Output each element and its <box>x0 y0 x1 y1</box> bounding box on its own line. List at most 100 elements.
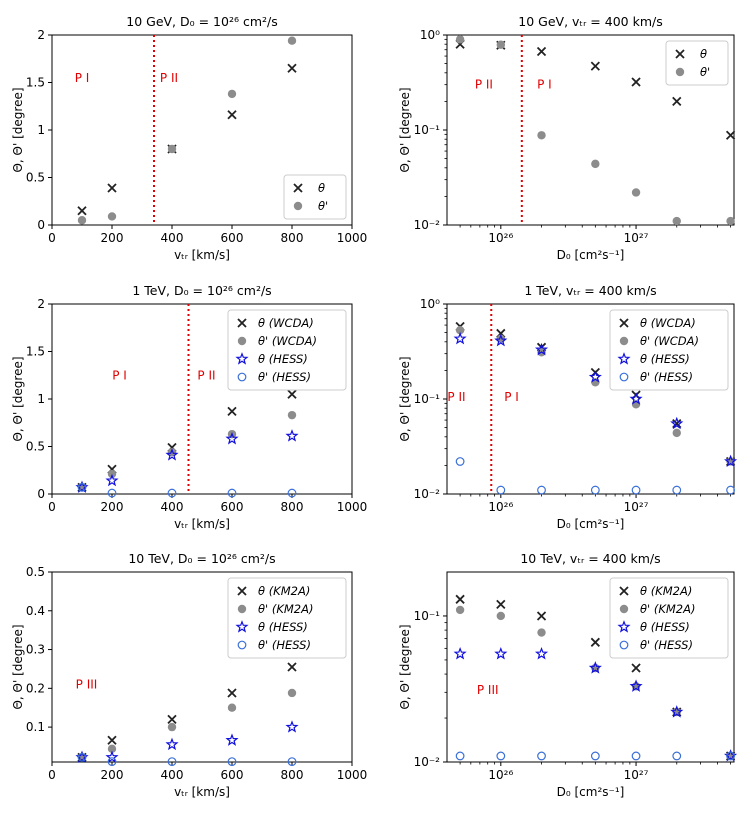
data-point <box>670 705 684 718</box>
data-point <box>496 611 506 621</box>
region-label: P II <box>197 368 215 382</box>
x-tick-label: 10²⁶ <box>488 768 513 782</box>
data-point <box>287 662 297 672</box>
y-axis-label: Θ, Θ' [degree] <box>11 356 25 441</box>
legend-marker <box>237 318 247 328</box>
x-tick-label: 600 <box>221 500 244 514</box>
data-point <box>167 714 177 724</box>
series-dot <box>455 35 735 226</box>
legend-entry: θ' (WCDA) <box>258 334 317 348</box>
legend-entry: θ (KM2A) <box>640 584 692 598</box>
data-point <box>672 216 681 226</box>
data-point <box>590 751 600 761</box>
data-point <box>167 722 177 732</box>
data-point <box>453 331 467 345</box>
data-point <box>496 751 506 761</box>
panel-4: 10²⁶ 10²⁷ 10⁻² 10⁻¹ 10⁰ 1 TeV, vₜᵣ = 400 km/s… <box>398 283 738 531</box>
data-point <box>455 325 465 335</box>
y-tick-label: 0.2 <box>26 681 45 695</box>
legend-marker <box>293 183 303 193</box>
x-tick-label: 1000 <box>337 231 368 245</box>
x-tick-label: 400 <box>161 500 184 514</box>
panel-title: 1 TeV, vₜᵣ = 400 km/s <box>524 283 656 298</box>
legend-marker <box>235 620 249 633</box>
region-label: P III <box>477 683 499 697</box>
legend-entry: θ' <box>700 65 710 79</box>
legend-box <box>283 174 347 220</box>
series-star <box>75 429 299 493</box>
data-point <box>227 406 237 416</box>
legend-marker <box>619 640 629 650</box>
y-tick-label: 0.4 <box>26 604 45 618</box>
y-axis-label: Θ, Θ' [degree] <box>398 356 412 441</box>
y-tick-label: 0.3 <box>26 643 45 657</box>
data-point <box>287 688 297 698</box>
x-tick-label: 400 <box>161 768 184 782</box>
series-circle <box>455 751 735 761</box>
panel-2: 10²⁶ 10²⁷ 10⁻² 10⁻¹ 10⁰ 10 GeV, vₜᵣ = 400 km/… <box>398 14 736 262</box>
panel-title: 10 TeV, vₜᵣ = 400 km/s <box>520 551 660 566</box>
data-point <box>725 130 736 140</box>
legend-marker <box>617 352 631 365</box>
legend-marker <box>619 586 629 596</box>
panel-title: 10 GeV, vₜᵣ = 400 km/s <box>518 14 662 29</box>
x-axis-label: vₜᵣ [km/s] <box>174 248 230 262</box>
legend-entry: θ (WCDA) <box>640 316 696 330</box>
x-axis-label: vₜᵣ [km/s] <box>174 785 230 799</box>
data-point <box>590 637 600 647</box>
data-point <box>631 751 641 761</box>
y-axis-label: Θ, Θ' [degree] <box>11 624 25 709</box>
data-point <box>724 454 738 468</box>
x-tick-label: 10²⁷ <box>624 768 649 782</box>
y-axis-label: Θ, Θ' [degree] <box>398 87 412 172</box>
x-axis-label: D₀ [cm²s⁻¹] <box>557 248 625 262</box>
legend-entry: θ <box>318 181 325 195</box>
panel-6: 10²⁶ 10²⁷ 10⁻² 10⁻¹ 10 TeV, vₜᵣ = 400 km/s D₀… <box>398 551 738 799</box>
data-point <box>670 416 684 430</box>
region-label: P I <box>537 78 552 92</box>
data-point <box>455 457 465 466</box>
data-point <box>227 110 237 120</box>
x-tick-label: 400 <box>161 231 184 245</box>
y-tick-label: 10⁻¹ <box>414 392 441 406</box>
data-point <box>107 757 117 767</box>
data-point <box>287 389 297 399</box>
data-point <box>588 370 602 383</box>
data-point <box>672 751 682 761</box>
region-label: P II <box>475 78 493 92</box>
data-point <box>227 688 237 698</box>
y-axis-label: Θ, Θ' [degree] <box>398 624 412 709</box>
data-point <box>455 751 465 761</box>
x-tick-label: 200 <box>101 500 124 514</box>
data-point <box>165 737 179 751</box>
data-point <box>453 646 467 660</box>
data-point <box>107 183 117 193</box>
y-tick-label: 1 <box>37 123 45 137</box>
region-label: P III <box>76 677 98 691</box>
series-circle <box>455 457 735 495</box>
legend-entry: θ (HESS) <box>640 352 690 366</box>
data-point <box>227 89 237 99</box>
x-tick-label: 1000 <box>337 500 368 514</box>
data-point <box>285 429 299 442</box>
x-axis-label: D₀ [cm²s⁻¹] <box>557 517 625 531</box>
legend-entry: θ (HESS) <box>640 620 690 634</box>
x-tick-label: 1000 <box>337 768 368 782</box>
legend-entry: θ' (KM2A) <box>640 602 695 616</box>
x-tick-label: 800 <box>281 768 304 782</box>
y-tick-label: 0.5 <box>26 565 45 579</box>
legend-box <box>227 577 347 659</box>
y-tick-label: 1.5 <box>26 345 45 359</box>
series-x <box>77 63 297 216</box>
axes-frame <box>51 34 353 226</box>
data-point <box>287 410 297 420</box>
y-tick-label: 10⁻¹ <box>414 609 441 623</box>
data-point <box>287 63 297 73</box>
data-point <box>77 216 87 225</box>
series-star <box>75 720 299 763</box>
legend-box <box>609 577 729 659</box>
data-point <box>496 599 506 610</box>
legend-marker <box>237 336 247 346</box>
axes-frame <box>446 303 735 495</box>
